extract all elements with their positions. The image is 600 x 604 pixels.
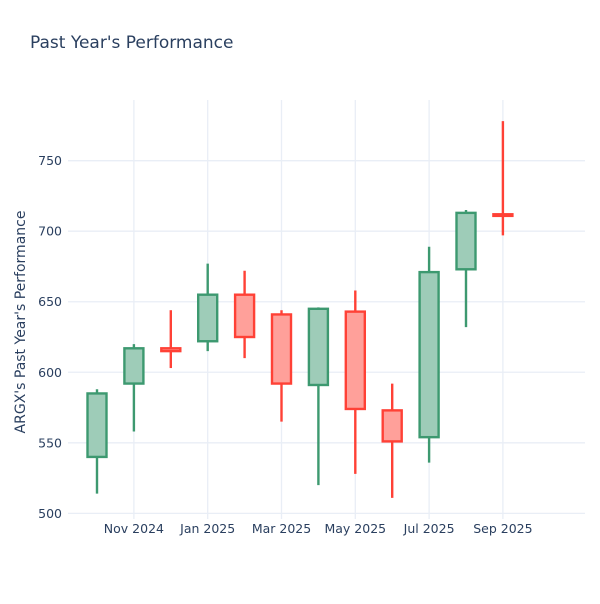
x-tick-label: Mar 2025 (252, 521, 311, 536)
candle-jul-2025[interactable] (418, 246, 440, 463)
candle-body (344, 310, 366, 411)
candle-body (196, 293, 219, 343)
candle-body (381, 409, 403, 443)
y-tick-label: 500 (38, 506, 62, 521)
chart-title: Past Year's Performance (30, 33, 234, 53)
y-tick-label: 650 (38, 294, 62, 309)
candle-sep-2025[interactable] (492, 121, 514, 236)
candle-body (233, 293, 256, 339)
candle-jun-2025[interactable] (381, 383, 403, 498)
x-tick-label: Sep 2025 (473, 521, 532, 536)
candle-feb-2025[interactable] (233, 270, 256, 359)
y-tick-label: 700 (38, 224, 62, 239)
candle-body (160, 347, 182, 353)
candle-nov-2024[interactable] (123, 344, 145, 432)
candle-body (455, 211, 477, 271)
y-axis-title: ARGX's Past Year's Performance (13, 210, 29, 434)
x-tick-label: Nov 2024 (104, 521, 164, 536)
y-tick-label: 600 (38, 365, 62, 380)
candle-may-2025[interactable] (344, 290, 366, 474)
candle-aug-2025[interactable] (455, 210, 477, 328)
x-tick-label: Jul 2025 (403, 521, 455, 536)
y-tick-label: 750 (38, 153, 62, 168)
candle-body (418, 270, 440, 439)
candle-dec-2024[interactable] (160, 310, 182, 369)
candle-apr-2025[interactable] (307, 307, 330, 486)
x-tick-label: Jan 2025 (179, 521, 235, 536)
x-tick-label: May 2025 (324, 521, 386, 536)
candle-body (123, 347, 145, 385)
candle-jan-2025[interactable] (196, 263, 219, 352)
candle-mar-2025[interactable] (270, 310, 293, 422)
candle-body (86, 392, 108, 459)
candle-oct-2024[interactable] (86, 389, 108, 494)
candle-body (307, 307, 330, 387)
candle-body (270, 313, 293, 385)
y-tick-label: 550 (38, 435, 62, 450)
candle-body (492, 213, 514, 218)
